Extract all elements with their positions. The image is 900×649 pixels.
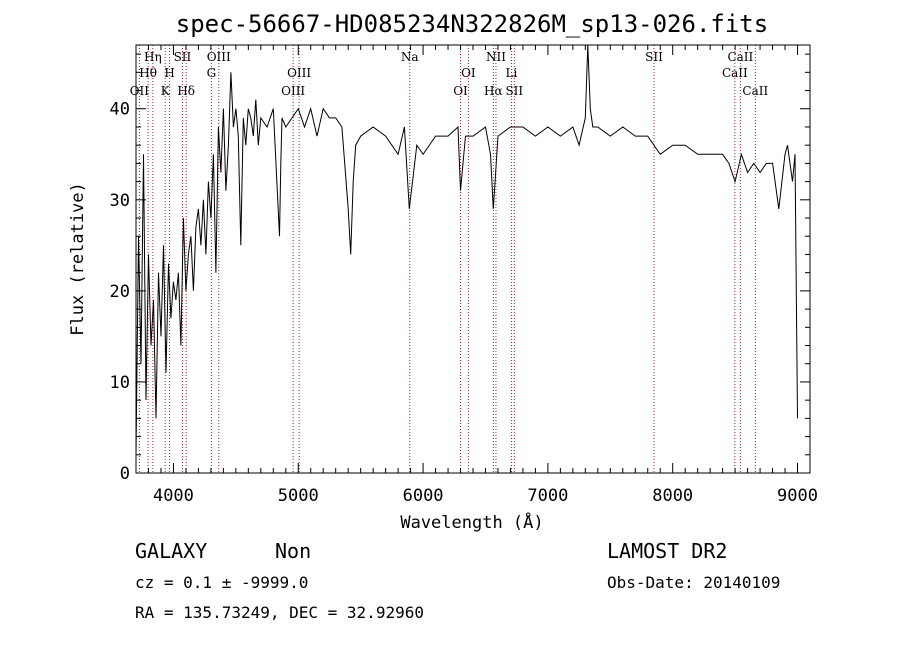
line-marker-label-19: CaII xyxy=(727,50,753,64)
line-marker-label-21: CaII xyxy=(742,84,768,98)
line-marker-label-7: OIII xyxy=(207,50,231,64)
line-marker-label-6: Hδ xyxy=(177,84,195,98)
line-marker-label-12: OI xyxy=(461,66,476,80)
line-marker-label-1: Hθ xyxy=(139,66,157,80)
line-marker-label-16: Hα xyxy=(484,84,503,98)
spectrum-series-line xyxy=(135,44,798,455)
line-marker-label-18: SII xyxy=(645,50,663,64)
plot-frame xyxy=(135,44,811,474)
y-axis-label: Flux (relative) xyxy=(68,182,88,336)
line-marker-label-14: NII xyxy=(486,50,506,64)
line-marker-label-11: Na xyxy=(401,50,419,64)
line-marker-label-20: CaII xyxy=(722,66,748,80)
y-axis-ticks: 0 10 20 30 40 xyxy=(110,53,810,484)
line-marker-label-15: Li xyxy=(506,66,518,80)
x-tick-label: 7000 xyxy=(527,486,568,506)
line-marker-label-4: H xyxy=(164,66,174,80)
survey-name: LAMOST DR2 xyxy=(607,539,727,563)
line-marker-label-3: SII xyxy=(174,50,192,64)
y-tick-label: 40 xyxy=(110,100,130,120)
line-marker-label-8: G xyxy=(207,66,217,80)
x-tick-label: 4000 xyxy=(153,486,194,506)
chart-title: spec-56667-HD085234N322826M_sp13-026.fit… xyxy=(176,10,768,38)
y-tick-label: 20 xyxy=(110,282,130,302)
redshift-line: cz = 0.1 ± -9999.0 xyxy=(135,573,308,592)
x-axis-ticks: 4000 5000 6000 7000 8000 9000 xyxy=(135,45,818,506)
line-marker-label-9: OIII xyxy=(287,66,311,80)
line-marker-label-10: OIII xyxy=(281,84,305,98)
x-axis-label: Wavelength (Å) xyxy=(400,511,543,533)
y-tick-label: 0 xyxy=(120,464,130,484)
line-marker-label-0: Hη xyxy=(144,50,162,64)
obs-date: Obs-Date: 20140109 xyxy=(607,573,780,592)
line-markers xyxy=(138,45,756,473)
line-marker-label-5: K xyxy=(161,84,171,98)
line-marker-label-17: SII xyxy=(505,84,523,98)
x-tick-label: 5000 xyxy=(278,486,319,506)
x-tick-label: 9000 xyxy=(777,486,818,506)
y-tick-label: 10 xyxy=(110,373,130,393)
x-tick-label: 6000 xyxy=(403,486,444,506)
object-class: GALAXY xyxy=(135,539,207,563)
object-subclass: Non xyxy=(275,539,311,563)
y-tick-label: 30 xyxy=(110,191,130,211)
x-tick-label: 8000 xyxy=(652,486,693,506)
line-marker-label-13: OI xyxy=(453,84,468,98)
coordinates: RA = 135.73249, DEC = 32.92960 xyxy=(135,603,424,622)
